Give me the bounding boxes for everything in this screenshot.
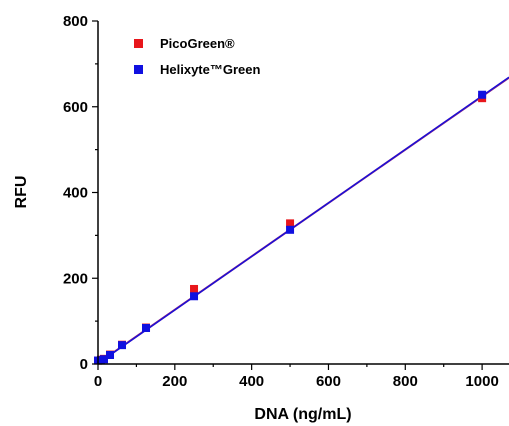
- y-tick-label: 800: [63, 13, 88, 30]
- data-point-helixyte: [286, 225, 295, 234]
- data-point-helixyte: [99, 355, 108, 364]
- data-point-helixyte: [118, 341, 127, 350]
- data-point-helixyte: [106, 350, 115, 359]
- data-point-helixyte: [142, 323, 151, 332]
- data-points: [94, 90, 487, 365]
- x-tick-label: 800: [393, 373, 418, 390]
- legend-swatch-helixyte: [134, 65, 143, 74]
- y-axis-label: RFU: [13, 176, 30, 209]
- fit-lines: [97, 76, 509, 365]
- fit-line: [97, 76, 509, 365]
- x-tick-label: 200: [162, 373, 187, 390]
- data-point-picogreen: [286, 219, 295, 228]
- legend-label-picogreen: PicoGreen®: [160, 36, 235, 51]
- data-point-picogreen: [190, 284, 199, 293]
- y-tick-label: 0: [80, 356, 88, 373]
- x-tick-label: 600: [316, 373, 341, 390]
- x-axis-label: DNA (ng/mL): [254, 406, 351, 423]
- x-tick-label: 1000: [465, 373, 498, 390]
- legend-swatch-picogreen: [134, 39, 143, 48]
- legend: PicoGreen® Helixyte™Green: [134, 36, 260, 77]
- data-point-helixyte: [190, 292, 199, 301]
- y-tick-label: 600: [63, 99, 88, 116]
- y-tick-label: 200: [63, 270, 88, 287]
- x-tick-label: 0: [94, 373, 102, 390]
- x-tick-label: 400: [239, 373, 264, 390]
- data-point-helixyte: [478, 90, 487, 99]
- ticks: 0 200 400 600 800 1000 0 200 400 600 800: [63, 13, 499, 390]
- legend-label-helixyte: Helixyte™Green: [160, 62, 260, 77]
- y-tick-label: 400: [63, 185, 88, 202]
